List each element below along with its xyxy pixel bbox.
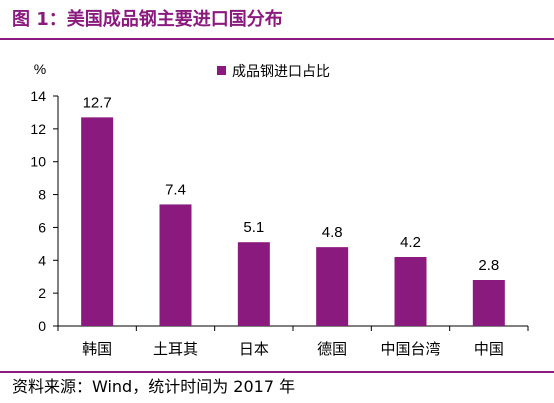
- source-rule: [0, 371, 554, 373]
- x-tick-label: 土耳其: [153, 340, 198, 358]
- data-label: 2.8: [478, 257, 499, 274]
- data-label: 5.1: [243, 219, 264, 236]
- y-tick-label: 6: [38, 219, 46, 235]
- legend: 成品钢进口占比: [217, 64, 330, 80]
- figure-title: 图 1：美国成品钢主要进口国分布: [12, 9, 283, 30]
- y-tick-label: 12: [30, 121, 46, 137]
- x-ticks: 韩国 土耳其 日本 德国 中国台湾 中国: [57, 326, 529, 358]
- x-tick-label: 韩国: [82, 340, 112, 358]
- x-tick-label: 日本: [239, 340, 269, 358]
- bar: [472, 280, 505, 326]
- x-tick-label: 中国: [474, 340, 504, 358]
- legend-swatch: [217, 66, 226, 75]
- data-label: 12.7: [83, 94, 112, 111]
- bars: [81, 117, 505, 326]
- data-labels: 12.7 7.4 5.1 4.8 4.2 2.8: [83, 94, 500, 274]
- y-tick-label: 8: [38, 187, 46, 203]
- title-rule: [0, 38, 554, 40]
- bar: [159, 204, 192, 326]
- y-tick-label: 4: [38, 252, 46, 268]
- data-label: 4.8: [322, 224, 343, 241]
- bar: [316, 247, 349, 326]
- bar: [237, 242, 270, 326]
- y-axis: 0 2 4 6 8 10 12 14: [30, 88, 59, 334]
- y-tick-label: 10: [30, 154, 46, 170]
- y-tick-label: 14: [30, 88, 46, 104]
- y-tick-label: 0: [38, 318, 46, 334]
- y-unit-label: %: [34, 61, 46, 77]
- y-ticks: 0 2 4 6 8 10 12 14: [30, 88, 58, 334]
- bar: [394, 257, 427, 326]
- bar-chart: 0 2 4 6 8 10 12 14 韩国 土耳其 日本 德国 中国台湾 中国 % 12.7 7.4 5.1…: [30, 61, 529, 358]
- legend-label: 成品钢进口占比: [232, 64, 330, 80]
- data-label: 4.2: [400, 234, 421, 251]
- x-axis: 韩国 土耳其 日本 德国 中国台湾 中国: [57, 325, 529, 358]
- source-note: 资料来源：Wind，统计时间为 2017 年: [12, 377, 296, 396]
- data-label: 7.4: [165, 181, 186, 198]
- bar: [81, 117, 114, 326]
- x-tick-label: 中国台湾: [380, 340, 440, 358]
- x-tick-label: 德国: [317, 340, 347, 358]
- y-tick-label: 2: [38, 285, 46, 301]
